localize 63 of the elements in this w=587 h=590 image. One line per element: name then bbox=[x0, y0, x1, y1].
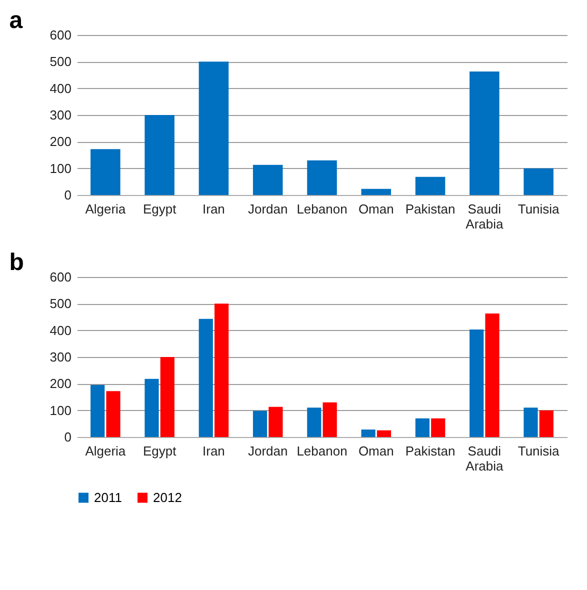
x-tick-label: Algeria bbox=[85, 444, 126, 458]
bar bbox=[252, 410, 268, 437]
bar bbox=[307, 408, 322, 437]
bar bbox=[322, 402, 337, 437]
x-tick-label: Tunisia bbox=[518, 202, 560, 216]
x-tick-label: Lebanon bbox=[296, 202, 348, 216]
y-tick-label: 100 bbox=[50, 160, 72, 176]
y-tick-label: 500 bbox=[50, 54, 72, 70]
y-tick-label: 400 bbox=[50, 322, 72, 338]
bar bbox=[90, 385, 105, 437]
bar bbox=[307, 160, 337, 195]
bar bbox=[252, 164, 283, 195]
bar bbox=[415, 176, 446, 195]
bar bbox=[361, 188, 392, 195]
bar bbox=[539, 410, 554, 437]
x-tick-label: Pakistan bbox=[405, 444, 456, 458]
x-tick-label: Oman bbox=[358, 444, 394, 458]
bar bbox=[524, 168, 554, 195]
bar bbox=[144, 378, 159, 437]
y-tick-label: 400 bbox=[50, 80, 72, 96]
bar bbox=[470, 72, 500, 195]
x-tick-label: Algeria bbox=[85, 202, 126, 216]
x-tick-label: Egypt bbox=[142, 202, 177, 216]
bar bbox=[198, 62, 229, 195]
bar bbox=[198, 318, 213, 437]
x-tick-label: Lebanon bbox=[296, 444, 348, 458]
x-tick-label: Iran bbox=[202, 444, 225, 458]
y-tick-label: 0 bbox=[64, 188, 72, 202]
y-tick-label: 200 bbox=[50, 376, 72, 392]
legend-label: 2011 bbox=[94, 490, 122, 505]
bar bbox=[268, 406, 283, 437]
bar bbox=[144, 115, 174, 195]
legend-label: 2012 bbox=[153, 490, 182, 505]
bar bbox=[376, 430, 392, 437]
bar bbox=[214, 304, 229, 437]
y-tick-label: 600 bbox=[50, 28, 72, 42]
bar bbox=[431, 418, 446, 437]
y-tick-label: 0 bbox=[64, 430, 72, 444]
bar bbox=[470, 330, 484, 437]
y-tick-label: 600 bbox=[50, 270, 72, 284]
bar bbox=[90, 149, 120, 195]
bar bbox=[415, 418, 430, 437]
y-tick-label: 300 bbox=[50, 108, 72, 122]
bar bbox=[160, 357, 174, 437]
bar bbox=[106, 391, 120, 437]
y-tick-label: 100 bbox=[50, 402, 72, 418]
bar bbox=[485, 314, 500, 437]
chart-title: b bbox=[9, 249, 24, 276]
x-tick-label: Tunisia bbox=[518, 444, 560, 458]
x-tick-label: Pakistan bbox=[405, 202, 456, 216]
x-tick-label: Jordan bbox=[248, 202, 288, 216]
y-tick-label: 200 bbox=[50, 134, 72, 150]
bar bbox=[524, 408, 538, 437]
bar bbox=[361, 430, 376, 437]
x-tick-label: Saudi Arabia bbox=[466, 444, 504, 474]
x-tick-label: Oman bbox=[358, 202, 394, 216]
y-tick-label: 500 bbox=[50, 296, 72, 312]
chart-title: a bbox=[9, 7, 24, 34]
x-tick-label: Jordan bbox=[248, 444, 288, 458]
x-tick-label: Egypt bbox=[142, 444, 177, 458]
x-tick-label: Saudi Arabia bbox=[466, 202, 504, 232]
y-tick-label: 300 bbox=[50, 350, 72, 364]
x-tick-label: Iran bbox=[202, 202, 225, 216]
